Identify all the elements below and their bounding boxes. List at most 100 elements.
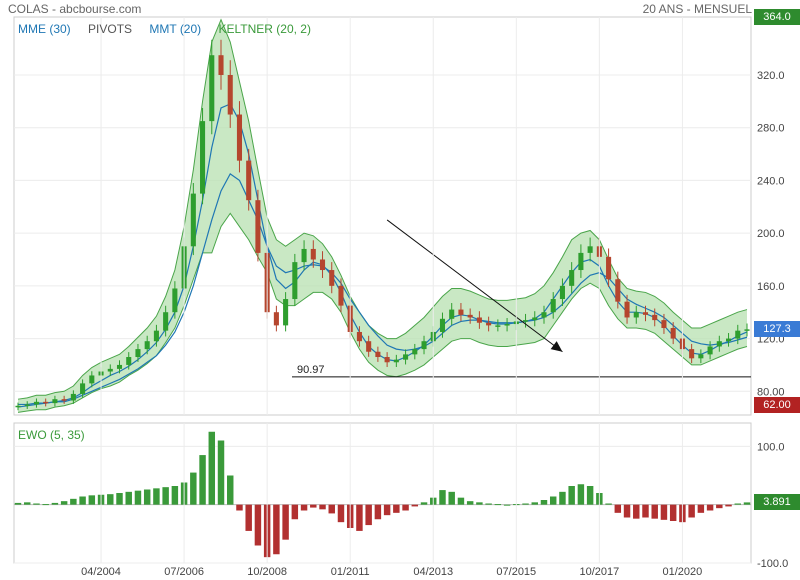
ewo-bar bbox=[273, 504, 280, 555]
ewo-bar bbox=[522, 503, 529, 505]
ewo-bar bbox=[651, 504, 658, 519]
ewo-bar bbox=[208, 431, 216, 505]
candle-body bbox=[587, 246, 593, 253]
ewo-bar bbox=[494, 504, 502, 506]
legend-keltner: KELTNER (20, 2) bbox=[218, 22, 311, 36]
ewo-bar bbox=[402, 504, 409, 511]
ewo-bar bbox=[457, 497, 465, 505]
candle-body bbox=[661, 320, 667, 329]
ewo-y-tick-label: -100.0 bbox=[757, 558, 788, 570]
candle-body bbox=[319, 259, 326, 271]
keltner-upper-line bbox=[17, 18, 748, 400]
ewo-bar bbox=[217, 440, 225, 505]
chart-period: 20 ANS - MENSUEL bbox=[642, 2, 752, 16]
candle-body bbox=[209, 55, 215, 122]
x-tick-label: 07/2015 bbox=[496, 566, 536, 578]
y-tick-label: 320.0 bbox=[757, 70, 785, 82]
candle-body bbox=[52, 399, 58, 404]
ewo-bar bbox=[227, 475, 234, 505]
candle-body bbox=[283, 299, 289, 326]
candle-body bbox=[569, 270, 575, 286]
y-tick-label: 240.0 bbox=[757, 175, 785, 187]
ewo-bar bbox=[559, 491, 566, 505]
ewo-bar bbox=[199, 455, 206, 505]
legend-mmt: MMT (20) bbox=[149, 22, 202, 36]
x-tick-label: 10/2017 bbox=[579, 566, 619, 578]
ewo-bar bbox=[245, 504, 252, 531]
candle-body bbox=[80, 383, 86, 394]
candle-body bbox=[735, 330, 741, 339]
ewo-panel: -100.0 100.0 bbox=[13, 422, 788, 570]
candle-body bbox=[642, 312, 649, 315]
candle-body bbox=[70, 393, 76, 401]
ewo-bar bbox=[291, 504, 299, 520]
ewo-bar bbox=[642, 504, 649, 518]
candle-body bbox=[338, 285, 344, 306]
x-tick-label: 01/2011 bbox=[331, 566, 370, 578]
candle-body bbox=[61, 399, 67, 401]
candle-body bbox=[633, 312, 639, 318]
ewo-bar bbox=[605, 503, 612, 505]
ewo-bar bbox=[365, 504, 372, 526]
ewo-bar bbox=[356, 504, 363, 531]
candle-body bbox=[135, 349, 141, 358]
candle-body bbox=[375, 351, 381, 358]
ewo-bar bbox=[660, 504, 668, 520]
candle-body bbox=[153, 330, 159, 342]
ewo-bar bbox=[633, 504, 640, 519]
keltner-band bbox=[18, 19, 747, 413]
price-tag-low: 62.00 bbox=[754, 397, 800, 413]
candle-body bbox=[24, 404, 30, 406]
candle-body bbox=[495, 325, 501, 327]
x-tick-label: 01/2020 bbox=[663, 566, 703, 578]
candle-body bbox=[504, 324, 510, 326]
keltner-lower-line bbox=[17, 212, 748, 413]
ewo-bar bbox=[568, 486, 575, 505]
candle-body bbox=[218, 55, 224, 75]
ewo-bar bbox=[107, 494, 114, 505]
candle-body bbox=[236, 114, 243, 161]
main-legend: MME (30) PIVOTS MMT (20) KELTNER (20, 2) bbox=[18, 22, 325, 36]
candle-body bbox=[227, 74, 233, 115]
ewo-bar bbox=[143, 489, 151, 505]
candle-body bbox=[698, 354, 704, 359]
candle-body bbox=[15, 405, 21, 408]
ewo-bar bbox=[669, 504, 677, 521]
ewo-bar bbox=[706, 504, 714, 511]
ewo-bar bbox=[383, 504, 391, 516]
ewo-bar bbox=[310, 504, 317, 508]
ewo-bar bbox=[60, 501, 68, 505]
legend-mme: MME (30) bbox=[18, 22, 71, 36]
legend-pivots: PIVOTS bbox=[88, 22, 133, 36]
candle-body bbox=[89, 375, 95, 384]
ewo-bar bbox=[33, 503, 40, 505]
ewo-bar bbox=[623, 504, 631, 518]
support-label: 90.97 bbox=[297, 364, 325, 376]
candle-body bbox=[384, 357, 390, 363]
candle-body bbox=[550, 299, 556, 313]
x-tick-label: 07/2006 bbox=[164, 566, 204, 578]
ewo-bar bbox=[153, 488, 160, 505]
candle-body bbox=[541, 312, 547, 318]
ewo-bar bbox=[586, 486, 594, 505]
candle-body bbox=[707, 346, 713, 355]
ewo-bar bbox=[411, 504, 419, 507]
ewo-bar bbox=[70, 498, 77, 505]
ewo-bar bbox=[254, 504, 262, 546]
candle-body bbox=[33, 401, 39, 405]
ewo-bar bbox=[125, 491, 132, 505]
ewo-bar bbox=[549, 496, 557, 505]
ewo-bar bbox=[190, 472, 197, 505]
candle-body bbox=[486, 322, 492, 326]
x-tick-label: 10/2008 bbox=[247, 566, 287, 578]
ewo-bar bbox=[134, 490, 142, 505]
ewo-bar bbox=[503, 504, 511, 506]
candle-body bbox=[578, 252, 584, 271]
ewo-bar bbox=[393, 504, 400, 513]
ewo-bar bbox=[374, 504, 382, 520]
candle-body bbox=[615, 279, 621, 302]
ewo-bar bbox=[697, 504, 705, 513]
ewo-tag-last: 3.891 bbox=[754, 494, 800, 511]
ewo-bar bbox=[476, 502, 483, 505]
